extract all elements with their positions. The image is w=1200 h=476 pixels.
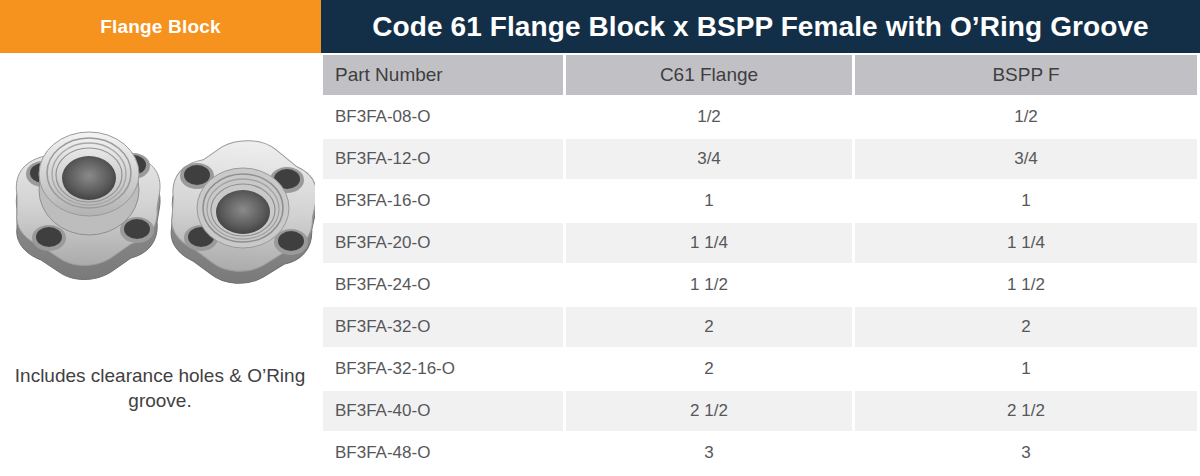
page-title-bar: Code 61 Flange Block x BSPP Female with … <box>321 0 1200 53</box>
c61-flange-cell: 2 1/2 <box>566 391 852 431</box>
product-category-banner: Flange Block <box>0 0 321 53</box>
bspp-f-cell: 1 <box>855 349 1197 389</box>
bspp-f-cell: 1 <box>855 181 1197 221</box>
column-header-bspp-f: BSPP F <box>855 55 1197 95</box>
spec-table: Part Number C61 Flange BSPP F BF3FA-08-O… <box>320 53 1200 475</box>
table-row: BF3FA-48-O 3 3 <box>323 433 1197 473</box>
table-body: BF3FA-08-O 1/2 1/2 BF3FA-12-O 3/4 3/4 BF… <box>323 97 1197 473</box>
product-category-label: Flange Block <box>100 16 221 38</box>
part-number-cell: BF3FA-40-O <box>323 391 563 431</box>
c61-flange-cell: 1/2 <box>566 97 852 137</box>
part-number-cell: BF3FA-32-16-O <box>323 349 563 389</box>
table-row: BF3FA-20-O 1 1/4 1 1/4 <box>323 223 1197 263</box>
bspp-f-cell: 1/2 <box>855 97 1197 137</box>
bspp-f-cell: 3/4 <box>855 139 1197 179</box>
c61-flange-cell: 1 1/4 <box>566 223 852 263</box>
part-number-cell: BF3FA-16-O <box>323 181 563 221</box>
part-number-cell: BF3FA-48-O <box>323 433 563 473</box>
table-row: BF3FA-32-O 2 2 <box>323 307 1197 347</box>
part-number-cell: BF3FA-12-O <box>323 139 563 179</box>
part-number-cell: BF3FA-24-O <box>323 265 563 305</box>
table-row: BF3FA-32-16-O 2 1 <box>323 349 1197 389</box>
table-header-row: Part Number C61 Flange BSPP F <box>323 55 1197 95</box>
table-row: BF3FA-16-O 1 1 <box>323 181 1197 221</box>
flange-left <box>16 132 160 280</box>
flange-right <box>168 137 315 287</box>
part-number-cell: BF3FA-32-O <box>323 307 563 347</box>
c61-flange-cell: 3/4 <box>566 139 852 179</box>
table-row: BF3FA-24-O 1 1/2 1 1/2 <box>323 265 1197 305</box>
product-caption: Includes clearance holes & O’Ring groove… <box>0 364 320 413</box>
bspp-f-cell: 2 1/2 <box>855 391 1197 431</box>
c61-flange-cell: 1 <box>566 181 852 221</box>
bspp-f-cell: 1 1/4 <box>855 223 1197 263</box>
flange-block-photo <box>5 100 315 295</box>
part-number-cell: BF3FA-08-O <box>323 97 563 137</box>
bspp-f-cell: 3 <box>855 433 1197 473</box>
page-title: Code 61 Flange Block x BSPP Female with … <box>372 11 1149 43</box>
c61-flange-cell: 3 <box>566 433 852 473</box>
bspp-f-cell: 2 <box>855 307 1197 347</box>
column-header-part-number: Part Number <box>323 55 563 95</box>
bspp-f-cell: 1 1/2 <box>855 265 1197 305</box>
table-row: BF3FA-40-O 2 1/2 2 1/2 <box>323 391 1197 431</box>
part-number-cell: BF3FA-20-O <box>323 223 563 263</box>
table-row: BF3FA-12-O 3/4 3/4 <box>323 139 1197 179</box>
c61-flange-cell: 1 1/2 <box>566 265 852 305</box>
c61-flange-cell: 2 <box>566 307 852 347</box>
table-row: BF3FA-08-O 1/2 1/2 <box>323 97 1197 137</box>
c61-flange-cell: 2 <box>566 349 852 389</box>
column-header-c61-flange: C61 Flange <box>566 55 852 95</box>
